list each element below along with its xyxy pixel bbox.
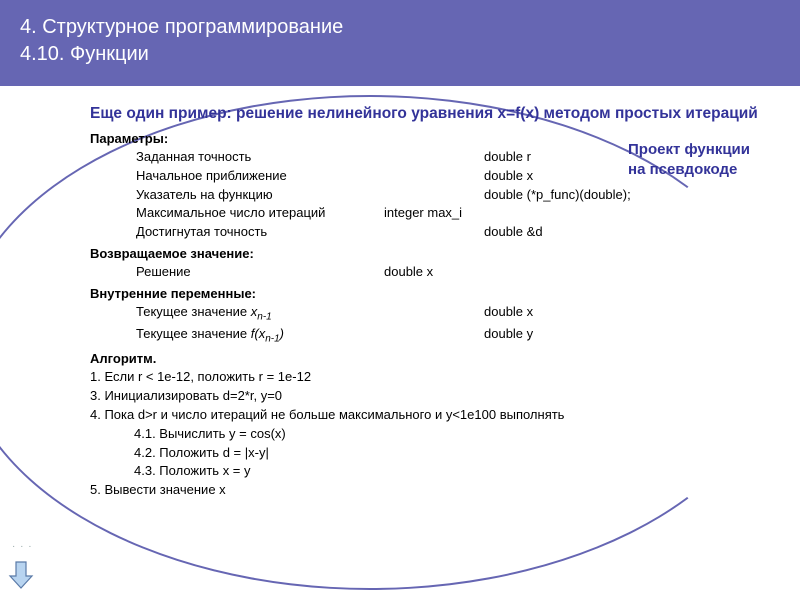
param-desc: Начальное приближение: [136, 167, 384, 186]
var-type: double y: [484, 325, 780, 347]
param-row: Достигнутая точность double &d: [90, 223, 780, 242]
param-desc: Достигнутая точность: [136, 223, 384, 242]
param-type: [484, 204, 780, 223]
return-label: Возвращаемое значение:: [90, 246, 780, 261]
return-desc: Решение: [136, 263, 384, 282]
var-row: Текущее значение xn-1 double x: [90, 303, 780, 325]
param-row: Указатель на функцию double (*p_func)(dou…: [90, 186, 780, 205]
algo-step: 3. Инициализировать d=2*r, y=0: [90, 387, 780, 406]
var-row: Текущее значение f(xn-1) double y: [90, 325, 780, 347]
algo-label: Алгоритм.: [90, 351, 780, 366]
algo-substep: 4.1. Вычислить y = cos(x): [134, 425, 780, 444]
example-title: Еще один пример: решение нелинейного ура…: [90, 104, 780, 125]
callout-line1: Проект функции: [628, 140, 750, 160]
param-col3: [384, 186, 484, 205]
down-arrow-icon: [8, 560, 34, 590]
param-type: double (*p_func)(double);: [484, 186, 780, 205]
algo-substep: 4.2. Положить d = |x-y|: [134, 444, 780, 463]
callout-line2: на псевдокоде: [628, 160, 750, 180]
callout-box: Проект функции на псевдокоде: [628, 140, 750, 179]
var-desc: Текущее значение xn-1: [136, 303, 384, 325]
var-desc: Текущее значение f(xn-1): [136, 325, 384, 347]
content: Еще один пример: решение нелинейного ура…: [0, 86, 800, 510]
algo-step: 5. Вывести значение x: [90, 481, 780, 500]
param-col3: [384, 148, 484, 167]
param-type: double &d: [484, 223, 780, 242]
param-col3: [384, 167, 484, 186]
param-desc: Максимальное число итераций: [136, 204, 384, 223]
return-type: double x: [384, 263, 484, 282]
header-line2: 4.10. Функции: [20, 41, 780, 68]
param-desc: Указатель на функцию: [136, 186, 384, 205]
vars-list: Текущее значение xn-1double xТекущее зна…: [90, 303, 780, 347]
param-row: Максимальное число итерацийinteger max_i: [90, 204, 780, 223]
algo-list: 1. Если r < 1e-12, положить r = 1e-123. …: [90, 368, 780, 500]
param-desc: Заданная точность: [136, 148, 384, 167]
dots-decor: · · ·: [12, 541, 33, 552]
return-row: Решение double x: [90, 263, 780, 282]
var-type: double x: [484, 303, 780, 325]
algo-substep: 4.3. Положить x = y: [134, 462, 780, 481]
param-col3: integer max_i: [384, 204, 484, 223]
algo-step: 1. Если r < 1e-12, положить r = 1e-12: [90, 368, 780, 387]
algo-step: 4. Пока d>r и число итераций не больше м…: [90, 406, 780, 425]
param-col3: [384, 223, 484, 242]
header-line1: 4. Структурное программирование: [20, 14, 780, 41]
vars-label: Внутренние переменные:: [90, 286, 780, 301]
slide-header: 4. Структурное программирование 4.10. Фу…: [0, 0, 800, 86]
